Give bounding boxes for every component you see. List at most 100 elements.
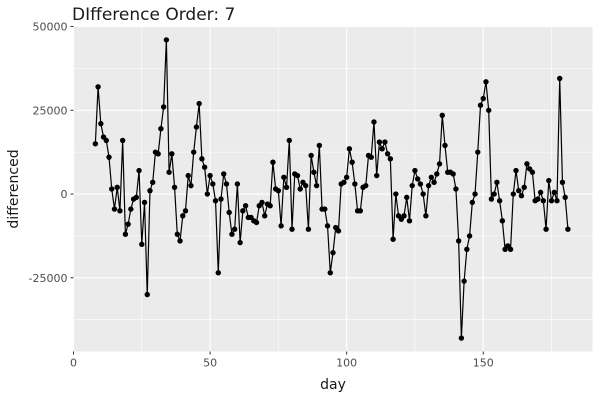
data-point bbox=[368, 154, 374, 160]
data-point bbox=[521, 184, 527, 191]
plot-panel bbox=[73, 26, 593, 352]
data-point bbox=[240, 208, 246, 214]
data-point bbox=[316, 142, 323, 149]
data-point bbox=[554, 198, 560, 204]
data-point bbox=[557, 75, 563, 82]
data-point bbox=[341, 179, 347, 185]
data-point bbox=[308, 152, 314, 159]
data-points bbox=[92, 37, 571, 341]
data-point bbox=[259, 199, 265, 206]
data-point bbox=[390, 236, 396, 242]
data-point bbox=[387, 156, 394, 162]
data-point bbox=[393, 191, 399, 197]
data-point bbox=[144, 291, 150, 298]
chart-title: DIfference Order: 7 bbox=[72, 5, 235, 25]
data-point bbox=[543, 226, 549, 232]
data-point bbox=[401, 213, 407, 219]
data-point bbox=[417, 181, 424, 187]
data-point bbox=[404, 194, 410, 201]
data-point bbox=[343, 174, 350, 180]
data-point bbox=[363, 182, 369, 189]
data-point bbox=[496, 198, 503, 204]
data-point bbox=[155, 151, 161, 157]
data-point bbox=[147, 187, 153, 194]
data-point bbox=[128, 206, 134, 212]
data-point bbox=[221, 171, 227, 177]
data-point bbox=[313, 182, 320, 189]
data-point bbox=[163, 37, 170, 43]
data-point bbox=[524, 161, 530, 167]
data-point bbox=[136, 167, 142, 174]
data-point bbox=[546, 177, 552, 184]
data-point bbox=[483, 79, 489, 85]
data-point bbox=[188, 182, 194, 189]
data-point bbox=[335, 228, 342, 234]
data-point bbox=[237, 239, 243, 246]
data-point bbox=[278, 223, 284, 229]
data-point bbox=[537, 189, 544, 196]
data-point bbox=[297, 186, 303, 192]
data-point bbox=[423, 213, 429, 219]
data-point bbox=[229, 231, 235, 237]
data-point bbox=[535, 196, 541, 202]
data-point bbox=[190, 149, 197, 155]
data-point bbox=[150, 179, 156, 185]
data-point bbox=[174, 231, 180, 237]
data-point bbox=[117, 208, 123, 214]
data-point bbox=[286, 137, 292, 144]
data-point bbox=[196, 100, 202, 107]
grid-lines bbox=[72, 25, 593, 352]
data-point bbox=[458, 335, 465, 341]
data-point bbox=[376, 139, 383, 145]
data-point bbox=[158, 125, 164, 132]
data-point bbox=[431, 179, 437, 185]
data-point bbox=[434, 171, 440, 177]
data-point bbox=[223, 181, 230, 187]
data-point bbox=[357, 208, 364, 214]
data-point bbox=[114, 184, 120, 191]
data-point bbox=[477, 102, 484, 108]
data-point bbox=[559, 179, 566, 185]
data-point bbox=[199, 156, 205, 162]
data-point bbox=[294, 172, 301, 179]
data-point bbox=[92, 141, 99, 147]
data-point bbox=[160, 104, 167, 110]
data-point bbox=[193, 124, 200, 130]
data-point bbox=[98, 120, 104, 127]
data-point bbox=[464, 246, 470, 253]
data-point bbox=[406, 218, 413, 224]
x-tick-label: 0 bbox=[70, 357, 77, 370]
data-point bbox=[516, 187, 522, 194]
x-axis-ticks: 0 50 100 150 bbox=[70, 351, 494, 370]
y-axis-ticks: -25000 0 25000 50000 bbox=[29, 21, 74, 285]
series-line bbox=[94, 39, 569, 339]
data-point bbox=[133, 194, 140, 201]
data-point bbox=[499, 218, 506, 224]
data-point bbox=[234, 181, 241, 187]
data-point bbox=[472, 191, 478, 197]
data-point bbox=[469, 199, 476, 206]
data-point bbox=[510, 191, 516, 197]
data-point bbox=[283, 184, 290, 191]
data-point bbox=[122, 231, 129, 237]
data-point bbox=[281, 174, 287, 180]
data-point bbox=[242, 203, 249, 209]
data-point bbox=[436, 161, 443, 167]
data-point bbox=[210, 181, 216, 187]
data-point bbox=[414, 176, 421, 182]
data-point bbox=[513, 167, 519, 174]
data-point bbox=[349, 159, 355, 165]
data-point bbox=[466, 233, 473, 239]
data-point bbox=[305, 226, 312, 232]
data-point bbox=[111, 206, 118, 212]
data-point bbox=[207, 172, 213, 179]
data-point bbox=[180, 213, 186, 219]
y-tick-label: 25000 bbox=[33, 104, 68, 117]
y-tick-label: -25000 bbox=[29, 272, 68, 285]
data-point bbox=[275, 187, 282, 194]
data-point bbox=[494, 179, 500, 185]
data-point bbox=[289, 226, 295, 232]
data-point bbox=[103, 137, 109, 144]
data-point bbox=[226, 209, 232, 216]
